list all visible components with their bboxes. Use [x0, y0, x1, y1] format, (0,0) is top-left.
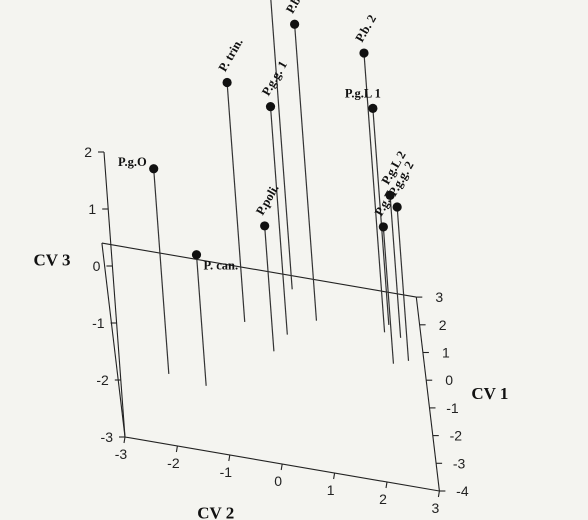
data-points [149, 19, 402, 260]
data-point [385, 190, 395, 200]
drop-line [153, 168, 170, 375]
drop-line [396, 206, 410, 361]
floor-left-edge [101, 243, 126, 438]
axes: -3 -2 -1 0 1 2 3 -4 -3 -2 -1 0 1 2 3 -3 -2 -1 0 1 2 CV 2 CV 1 C… [33, 144, 508, 520]
cv2-tick [437, 490, 440, 498]
cv2-tick [228, 454, 231, 462]
drop-line [195, 254, 207, 386]
cv2-tick-label: -3 [115, 446, 128, 462]
point-label: P.g.g. 1 [259, 58, 290, 98]
data-point [149, 164, 159, 174]
drop-lines [153, 0, 410, 386]
cv2-tick [175, 445, 178, 453]
data-point [392, 202, 402, 212]
cv2-tick-label: 1 [327, 482, 335, 498]
cv3-tick-label: 0 [93, 258, 101, 274]
drop-line [270, 0, 293, 290]
floor-back-edge [101, 242, 417, 298]
drop-line [389, 195, 402, 338]
cv2-tick-label: -2 [167, 455, 180, 471]
cv1-tick-label: -1 [446, 400, 459, 416]
point-label: P.g.L 1 [345, 86, 381, 100]
cv1-tick-label: 0 [445, 372, 453, 388]
drop-line [363, 53, 386, 333]
drop-line [269, 106, 288, 335]
cv3-axis-line [103, 151, 126, 438]
cv1-axis-line [415, 297, 440, 492]
cv3-tick-label: 2 [84, 144, 92, 160]
cv2-axis-title: CV 2 [197, 504, 234, 520]
data-point [191, 250, 202, 260]
cv1-tick-label: 2 [439, 317, 447, 333]
drop-line [372, 108, 390, 325]
data-point [260, 221, 270, 231]
cv2-tick-label: 3 [432, 500, 440, 516]
data-point [222, 77, 232, 88]
data-point [378, 222, 388, 232]
drop-line [264, 225, 275, 352]
point-label: P.b. 2 [352, 12, 379, 44]
data-point [290, 19, 300, 29]
cv1-tick-label: 1 [442, 345, 450, 361]
point-label: P. trin. [216, 36, 246, 74]
point-label: P.g.O [118, 155, 147, 169]
drop-line [382, 226, 395, 364]
cv3-axis-title: CV 3 [33, 250, 70, 269]
drop-line [226, 82, 246, 322]
cv2-tick-label: 2 [379, 491, 387, 507]
cv1-tick-label: -2 [450, 428, 463, 444]
data-point [359, 48, 369, 58]
cv1-tick-label: -3 [453, 455, 466, 471]
data-point [368, 103, 378, 113]
cv2-tick [123, 436, 126, 444]
cv1-tick-label: 3 [435, 289, 443, 305]
cv1-tick-label: -4 [456, 483, 469, 499]
cv3-tick-label: -1 [92, 315, 105, 331]
cv3-tick-label: -3 [101, 429, 114, 445]
point-label: P.b. 1 [283, 0, 310, 16]
cv2-tick-label: 0 [274, 473, 282, 489]
cv2-tick [385, 481, 388, 489]
cv2-tick [280, 463, 283, 471]
cv3-tick-label: -2 [96, 372, 109, 388]
data-point [265, 102, 276, 112]
point-labels: P.g.OP. can.P. trin.P.b. 3P.g.g. 1P.b. 1… [118, 0, 417, 273]
cv2-tick [333, 472, 336, 480]
point-label: P. can. [204, 259, 239, 273]
cv2-tick-label: -1 [220, 464, 233, 480]
cv3-tick-label: 1 [88, 201, 96, 217]
cv1-axis-title: CV 1 [471, 384, 508, 403]
drop-line [294, 24, 318, 321]
